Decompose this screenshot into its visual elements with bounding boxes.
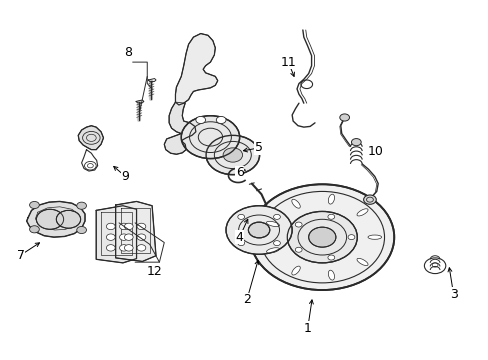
Circle shape <box>223 148 242 162</box>
Circle shape <box>248 222 269 238</box>
Circle shape <box>216 116 225 123</box>
Circle shape <box>327 214 334 219</box>
Circle shape <box>30 226 39 233</box>
Circle shape <box>106 223 115 230</box>
Circle shape <box>56 210 81 228</box>
Polygon shape <box>96 206 136 263</box>
Polygon shape <box>78 126 103 150</box>
Circle shape <box>273 240 280 246</box>
Text: 1: 1 <box>303 322 311 335</box>
Text: 9: 9 <box>121 170 129 183</box>
Ellipse shape <box>367 235 381 239</box>
Text: 6: 6 <box>235 166 243 179</box>
Circle shape <box>295 222 302 227</box>
Polygon shape <box>175 33 217 105</box>
Circle shape <box>237 240 244 246</box>
Text: 3: 3 <box>449 288 457 301</box>
Text: 12: 12 <box>146 265 162 278</box>
Ellipse shape <box>266 248 279 253</box>
Circle shape <box>124 223 133 230</box>
Circle shape <box>205 135 259 175</box>
Text: 7: 7 <box>17 248 25 261</box>
Circle shape <box>250 184 393 290</box>
Circle shape <box>287 211 357 263</box>
Circle shape <box>124 245 133 251</box>
Circle shape <box>181 116 239 158</box>
Circle shape <box>119 234 128 240</box>
Circle shape <box>106 234 115 240</box>
Text: 5: 5 <box>255 141 263 154</box>
Circle shape <box>273 214 280 219</box>
Ellipse shape <box>291 199 300 208</box>
Circle shape <box>137 234 145 240</box>
Circle shape <box>327 255 334 260</box>
Ellipse shape <box>327 270 334 280</box>
Circle shape <box>137 245 145 251</box>
Circle shape <box>30 202 39 208</box>
Circle shape <box>237 214 244 219</box>
Circle shape <box>106 245 115 251</box>
Text: 11: 11 <box>280 55 296 69</box>
Polygon shape <box>164 102 196 154</box>
Circle shape <box>196 116 205 123</box>
Text: 8: 8 <box>123 46 132 59</box>
Text: 10: 10 <box>367 145 383 158</box>
Circle shape <box>124 234 133 240</box>
Circle shape <box>225 206 291 254</box>
Ellipse shape <box>266 221 279 226</box>
Ellipse shape <box>356 209 367 216</box>
Circle shape <box>339 114 349 121</box>
Circle shape <box>295 247 302 252</box>
Circle shape <box>347 235 354 240</box>
Circle shape <box>351 139 361 146</box>
Polygon shape <box>116 202 156 261</box>
Ellipse shape <box>356 258 367 266</box>
Ellipse shape <box>291 266 300 275</box>
Circle shape <box>119 223 128 230</box>
Text: 2: 2 <box>243 293 250 306</box>
Circle shape <box>36 209 63 229</box>
Circle shape <box>77 202 86 209</box>
Text: 4: 4 <box>235 231 243 244</box>
Polygon shape <box>27 202 85 237</box>
Circle shape <box>119 245 128 251</box>
Circle shape <box>77 226 86 234</box>
Circle shape <box>137 223 145 230</box>
Circle shape <box>308 227 335 247</box>
Ellipse shape <box>327 194 334 204</box>
Circle shape <box>363 195 375 204</box>
